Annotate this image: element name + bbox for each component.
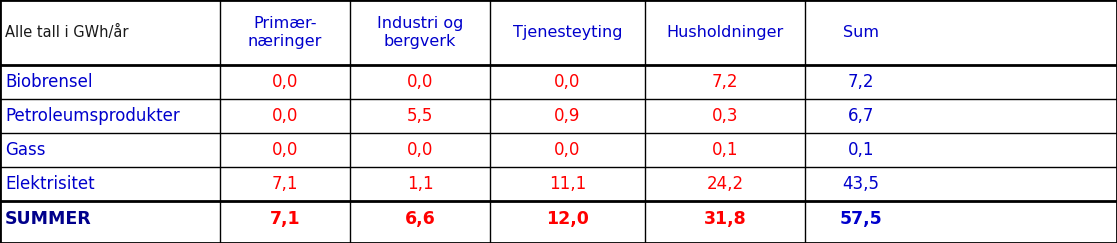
- Text: 24,2: 24,2: [706, 175, 744, 193]
- Text: Gass: Gass: [4, 141, 46, 159]
- Text: Industri og
bergverk: Industri og bergverk: [376, 16, 464, 49]
- Text: Biobrensel: Biobrensel: [4, 73, 93, 91]
- Text: 0,9: 0,9: [554, 107, 581, 125]
- Text: 0,0: 0,0: [407, 141, 433, 159]
- Text: 0,1: 0,1: [848, 141, 875, 159]
- Text: Husholdninger: Husholdninger: [667, 25, 784, 40]
- Text: 11,1: 11,1: [548, 175, 586, 193]
- Text: Primær-
næringer: Primær- næringer: [248, 16, 322, 49]
- Text: 7,2: 7,2: [712, 73, 738, 91]
- Text: SUMMER: SUMMER: [4, 209, 92, 227]
- Text: 0,0: 0,0: [271, 107, 298, 125]
- Text: 6,6: 6,6: [404, 209, 436, 227]
- Text: 0,0: 0,0: [271, 141, 298, 159]
- Text: Alle tall i GWh/år: Alle tall i GWh/år: [4, 25, 128, 40]
- Text: 7,1: 7,1: [269, 209, 300, 227]
- Text: 0,1: 0,1: [712, 141, 738, 159]
- Text: 7,1: 7,1: [271, 175, 298, 193]
- Text: 5,5: 5,5: [407, 107, 433, 125]
- Text: Elektrisitet: Elektrisitet: [4, 175, 95, 193]
- Text: Sum: Sum: [843, 25, 879, 40]
- Text: Petroleumsprodukter: Petroleumsprodukter: [4, 107, 180, 125]
- Text: 31,8: 31,8: [704, 209, 746, 227]
- Text: 0,0: 0,0: [554, 73, 581, 91]
- Text: Tjenesteyting: Tjenesteyting: [513, 25, 622, 40]
- Text: 6,7: 6,7: [848, 107, 875, 125]
- Text: 12,0: 12,0: [546, 209, 589, 227]
- Text: 0,0: 0,0: [407, 73, 433, 91]
- Text: 0,0: 0,0: [271, 73, 298, 91]
- Text: 1,1: 1,1: [407, 175, 433, 193]
- Text: 0,0: 0,0: [554, 141, 581, 159]
- Text: 7,2: 7,2: [848, 73, 875, 91]
- Text: 0,3: 0,3: [712, 107, 738, 125]
- Text: 57,5: 57,5: [840, 209, 882, 227]
- Text: 43,5: 43,5: [842, 175, 879, 193]
